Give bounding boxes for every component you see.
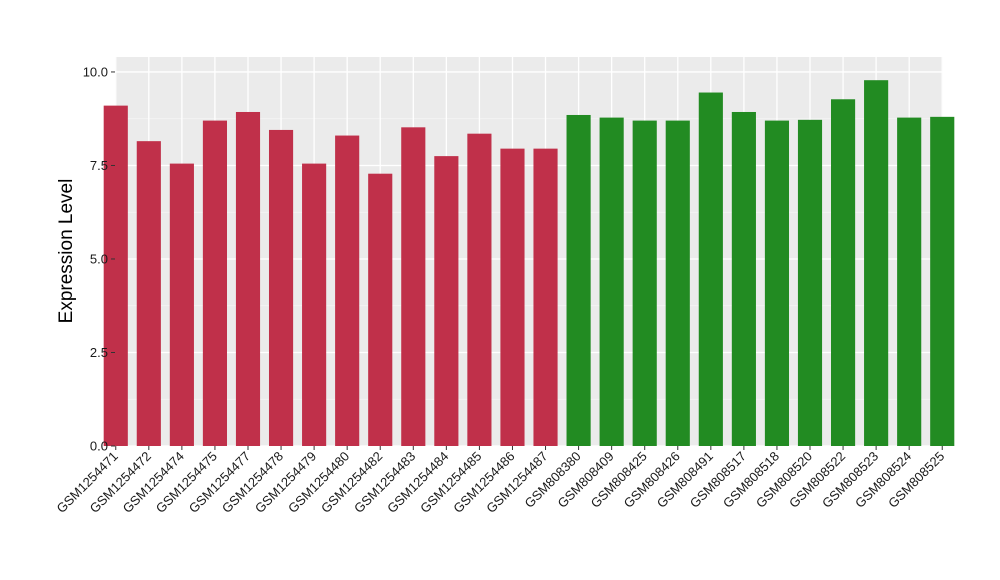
bar-gsm808522 <box>830 99 856 446</box>
bar-gsm808525 <box>930 116 955 446</box>
y-axis-title: Expression Level <box>56 179 77 324</box>
y-tick-label: 5.0 <box>90 251 108 266</box>
bar-gsm1254478 <box>268 129 294 446</box>
x-axis: GSM1254471GSM1254472GSM1254474GSM1254475… <box>54 446 947 516</box>
bar-gsm808491 <box>698 92 723 446</box>
bar-gsm808523 <box>864 80 889 447</box>
bar-gsm1254482 <box>368 173 393 446</box>
bar-gsm1254479 <box>302 163 327 447</box>
bar-gsm808524 <box>897 117 922 446</box>
bar-gsm808425 <box>632 120 657 446</box>
y-axis: 0.0 2.5 5.0 7.5 10.0 <box>83 64 115 454</box>
bar-gsm1254472 <box>136 141 161 446</box>
bar-gsm1254477 <box>235 111 261 447</box>
bar-gsm808409 <box>599 117 624 446</box>
bar-gsm1254474 <box>169 163 194 447</box>
bar-gsm808518 <box>764 120 790 446</box>
bar-gsm1254480 <box>335 135 360 446</box>
y-tick-label: 10.0 <box>83 64 108 79</box>
y-tick-label: 0.0 <box>90 439 108 454</box>
bar-gsm808380 <box>566 114 591 447</box>
bars <box>103 80 955 447</box>
bar-gsm1254471 <box>103 105 128 446</box>
y-tick-label: 2.5 <box>90 345 108 360</box>
bar-gsm1254484 <box>434 156 459 447</box>
bar-gsm1254486 <box>500 148 525 447</box>
bar-gsm808426 <box>665 120 690 446</box>
bar-gsm808517 <box>731 111 756 447</box>
bar-gsm1254483 <box>401 127 426 447</box>
bar-gsm808520 <box>797 119 823 446</box>
y-tick-label: 7.5 <box>90 158 108 173</box>
bar-gsm1254475 <box>202 120 228 446</box>
bar-gsm1254485 <box>467 133 492 446</box>
bar-gsm1254487 <box>533 148 558 447</box>
